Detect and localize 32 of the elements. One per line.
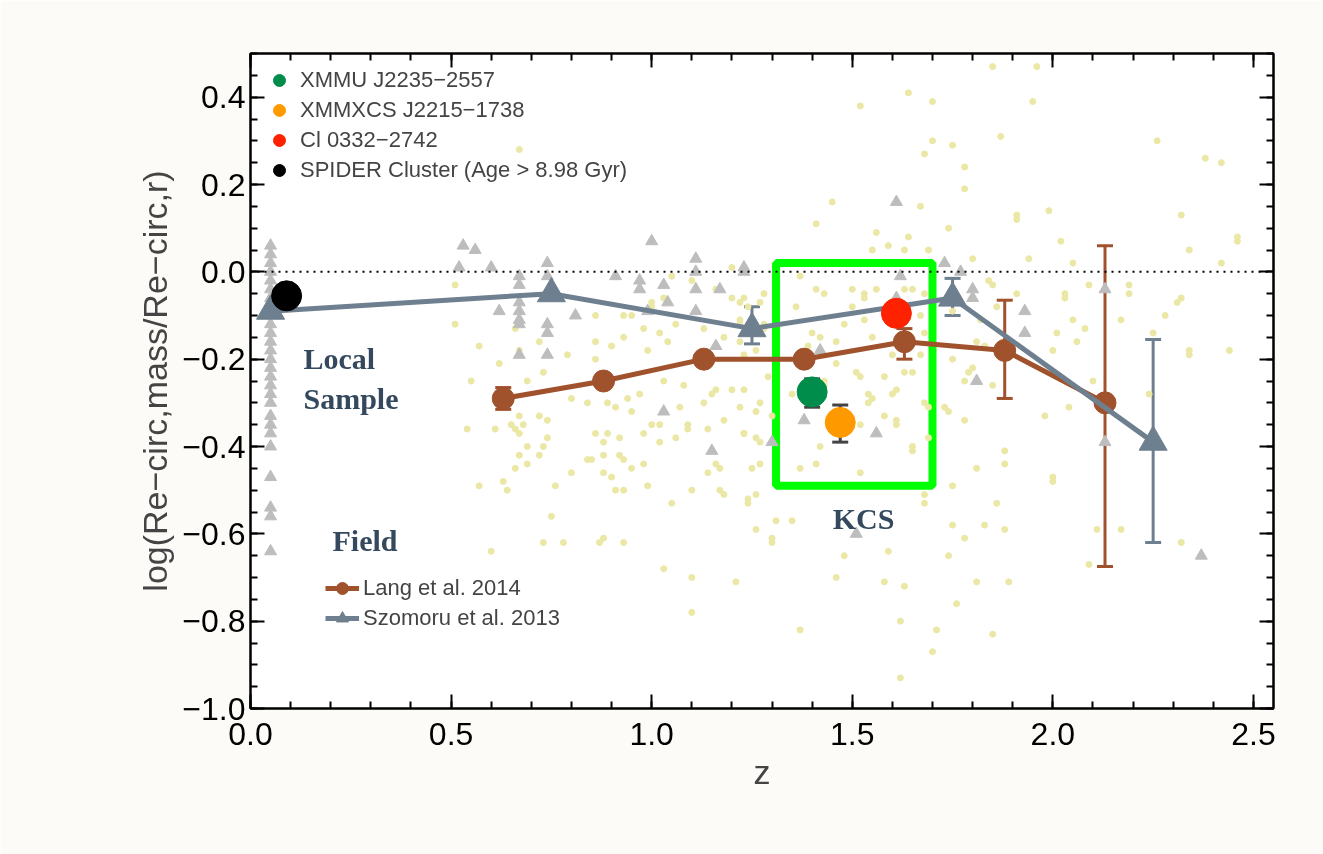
point (892, 330, 916, 354)
y-tick-label: 0.2 (201, 166, 246, 203)
y-tick-label: −0.6 (182, 515, 246, 552)
legend-label: XMMU J2235−2557 (300, 67, 496, 93)
annotation: Local Sample (303, 342, 399, 415)
legend-label: XMMXCS J2215−1738 (300, 97, 525, 123)
x-tick-label: 1.5 (830, 715, 875, 752)
point (692, 347, 716, 371)
point (792, 347, 816, 371)
y-tick-label: −0.2 (182, 341, 246, 378)
legend-label: SPIDER Cluster (Age > 8.98 Gyr) (300, 157, 628, 183)
y-tick-label: −0.8 (182, 603, 246, 640)
legend-label: Lang et al. 2014 (363, 575, 521, 601)
point (824, 407, 856, 438)
legend-label: Szomoru et al. 2013 (363, 605, 560, 631)
x-tick-label: 1.0 (629, 715, 674, 752)
x-tick-label: 2.0 (1030, 715, 1076, 752)
y-tick-label: −0.4 (182, 428, 246, 465)
y-tick-label: 0.4 (201, 79, 246, 116)
legend-label: Cl 0332−2742 (300, 127, 438, 153)
y-axis-title: log(Re−circ,mass/Re−circ,r) (136, 170, 175, 592)
annotation: KCS (832, 502, 895, 535)
point (880, 297, 912, 329)
point (796, 376, 828, 408)
point (993, 338, 1017, 362)
point (271, 280, 303, 312)
x-tick-label: 0.5 (428, 715, 474, 752)
x-tick-label: 2.5 (1231, 715, 1276, 752)
point (592, 369, 616, 393)
x-axis-title: z (753, 752, 771, 791)
annotation: Field (332, 524, 398, 557)
y-tick-label: 0.0 (201, 253, 246, 290)
